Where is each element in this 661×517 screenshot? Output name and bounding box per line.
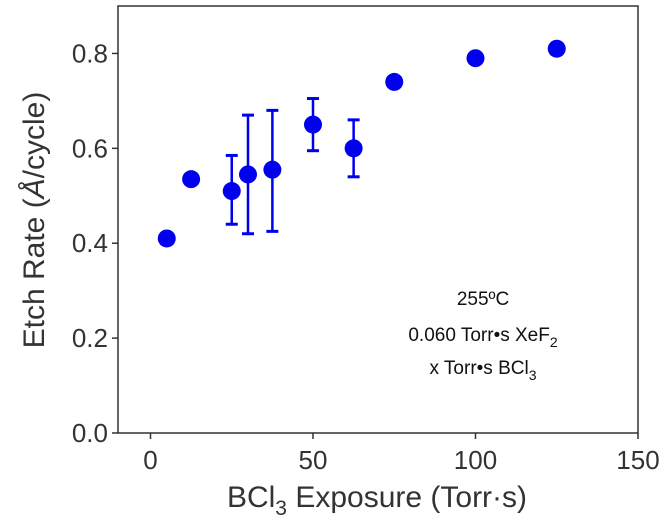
y-axis-title-pre: Etch Rate ( — [18, 198, 51, 348]
annotation-subscript: 3 — [529, 367, 537, 383]
y-tick-label: 0.4 — [72, 228, 108, 258]
plot-frame — [117, 5, 639, 434]
x-tick-label: 100 — [454, 445, 497, 475]
data-point — [182, 170, 201, 189]
y-tick-label: 0.0 — [72, 418, 108, 448]
data-point — [263, 160, 282, 179]
data-point — [304, 115, 322, 134]
x-axis-title-sub: 3 — [275, 497, 287, 517]
annotation-text: x Torr•s BCl — [430, 358, 529, 379]
x-tick-label: 50 — [299, 445, 328, 475]
data-points — [157, 39, 566, 248]
data-point — [385, 72, 404, 91]
x-axis-title-post: Exposure (Torr·s) — [287, 481, 527, 514]
y-tick-label: 0.2 — [72, 323, 108, 353]
data-point — [466, 49, 485, 68]
annotation-text: 255ºC — [457, 289, 509, 310]
x-axis-title-pre: BCl — [227, 481, 275, 514]
data-point — [547, 39, 566, 58]
annotation-line: 255ºC — [457, 289, 509, 310]
y-tick-label: 0.8 — [72, 38, 108, 68]
annotation-line: x Torr•s BCl3 — [430, 358, 537, 383]
y-tick-label: 0.6 — [72, 133, 108, 163]
y-axis-title-italic: Å — [18, 178, 51, 200]
annotation-text: 0.060 Torr•s XeF — [408, 325, 549, 346]
annotation-line: 0.060 Torr•s XeF2 — [408, 325, 557, 350]
data-point — [222, 182, 241, 201]
axis-ticks: 0 50 100 150 0.0 0.2 0.4 0.6 0.8 — [72, 38, 660, 475]
x-axis-title: BCl3 Exposure (Torr·s) — [227, 481, 527, 517]
y-axis-title: Etch Rate (Å/cycle) — [18, 92, 51, 349]
x-tick-label: 0 — [143, 445, 157, 475]
annotation-subscript: 2 — [550, 334, 558, 350]
x-tick-label: 150 — [616, 445, 659, 475]
data-point — [239, 165, 257, 184]
y-axis-title-post: /cycle) — [18, 92, 51, 179]
data-point — [157, 229, 176, 248]
data-point — [344, 139, 363, 158]
annotation-block: 255ºC 0.060 Torr•s XeF2 x Torr•s BCl3 — [408, 289, 557, 383]
